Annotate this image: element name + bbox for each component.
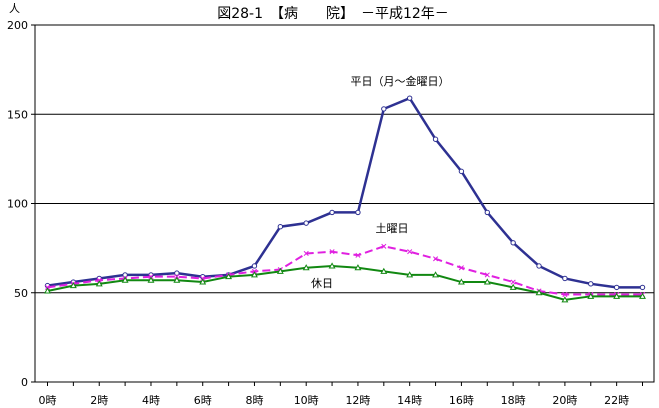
data-point (251, 263, 258, 269)
series-line-1 (47, 96, 643, 289)
data-point (302, 264, 310, 271)
data-point (44, 287, 51, 294)
data-point (432, 136, 439, 142)
data-point (536, 263, 542, 269)
y-tick-label: 0 (21, 376, 28, 389)
data-point (510, 279, 516, 285)
x-tick-label: 20時 (552, 394, 577, 407)
x-tick-label: 10時 (294, 394, 319, 407)
data-point (251, 271, 258, 278)
x-tick-label: 8時 (245, 394, 263, 407)
data-point (407, 249, 413, 255)
data-point (588, 281, 594, 287)
data-point (354, 264, 362, 271)
data-point (329, 209, 335, 216)
data-point (381, 243, 387, 249)
x-tick-label: 4時 (142, 394, 160, 407)
x-tick-label: 22時 (604, 394, 629, 407)
data-point (355, 252, 361, 258)
series-label-2: 土曜日 (376, 222, 409, 235)
data-point (458, 265, 464, 271)
data-point (381, 106, 387, 112)
data-point (613, 292, 621, 299)
data-point (303, 250, 309, 257)
data-point (484, 272, 490, 278)
data-point (328, 262, 336, 269)
data-point (406, 271, 414, 278)
y-axis-unit: 人 (9, 2, 20, 15)
series-label-1: 平日（月～金曜日） (351, 74, 450, 88)
series-label-3: 休日 (311, 277, 333, 290)
x-tick-label: 12時 (345, 394, 370, 407)
data-point (432, 256, 439, 262)
data-point (562, 275, 568, 282)
data-point (484, 209, 490, 216)
chart-title: 図28-1 【病 院】 －平成12年－ (217, 6, 449, 22)
x-tick-label: 0時 (39, 394, 57, 407)
data-point (147, 276, 155, 283)
data-point (174, 270, 180, 276)
data-point (562, 291, 568, 298)
data-point (355, 209, 361, 216)
data-point (277, 224, 284, 230)
data-point (561, 296, 569, 303)
data-point (199, 278, 207, 285)
data-point (483, 278, 491, 285)
series-line-2 (47, 245, 643, 296)
data-point (535, 289, 543, 296)
x-tick-label: 14時 (397, 394, 422, 407)
data-point (406, 95, 413, 101)
y-tick-label: 100 (7, 198, 28, 211)
data-point (121, 276, 129, 283)
data-point (587, 292, 595, 299)
series-line-3 (47, 264, 643, 301)
data-point (95, 280, 103, 287)
x-tick-label: 6時 (194, 394, 212, 407)
data-point (173, 276, 181, 283)
data-point (225, 273, 233, 280)
y-tick-label: 50 (14, 287, 28, 300)
x-tick-label: 16時 (449, 394, 474, 407)
data-point (276, 267, 284, 274)
data-point (329, 249, 335, 255)
data-point (432, 271, 440, 278)
data-point (613, 284, 620, 291)
x-tick-label: 2時 (90, 394, 108, 407)
data-point (639, 284, 646, 291)
y-tick-label: 150 (7, 108, 28, 121)
data-point (303, 220, 309, 226)
y-tick-label: 200 (7, 19, 28, 32)
data-point (69, 281, 77, 289)
data-point (639, 292, 646, 299)
x-tick-label: 18時 (501, 394, 526, 407)
data-point (458, 168, 465, 175)
data-point (510, 240, 516, 246)
data-point (457, 278, 465, 285)
data-point (509, 283, 517, 290)
data-point (380, 267, 388, 274)
